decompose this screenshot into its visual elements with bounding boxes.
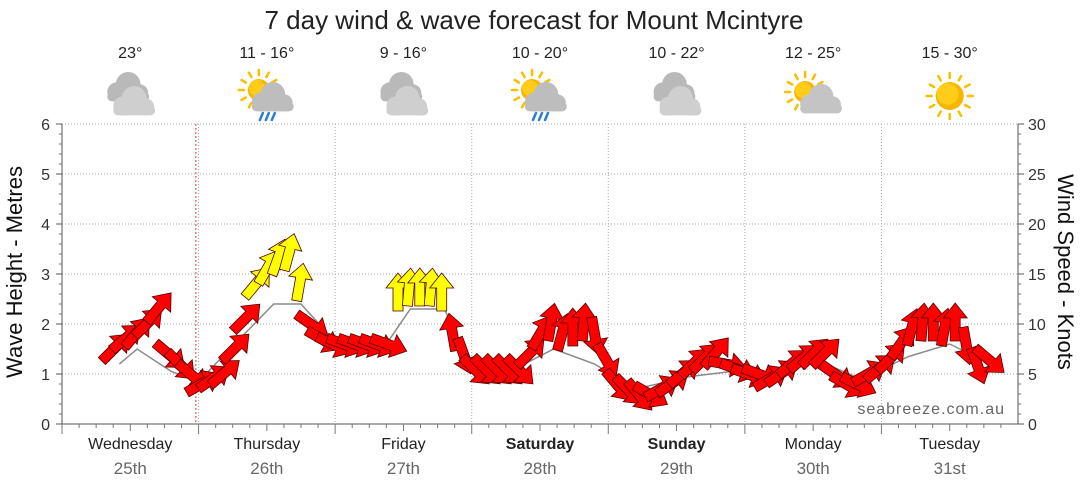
rain-drops [531,111,550,122]
x-date-label: 28th [523,459,556,478]
x-day-label: Saturday [506,436,575,453]
temperature-label: 9 - 16° [380,45,427,62]
wind-arrow [217,333,250,366]
x-date-label: 29th [660,459,693,478]
y-tick-label-left: 2 [41,317,50,334]
sun-icon [925,71,974,121]
y-tick-label-right: 15 [1028,267,1046,284]
y-tick-label-left: 1 [41,367,50,384]
cloud-shape [113,85,156,116]
y-tick-label-left: 5 [41,167,50,184]
cloud-shape [525,81,567,112]
weather-row: 23° 11 - 16° 9 - 16° 10 - 20° 10 - 22° 12 - 2… [107,45,978,122]
wind-arrow [142,292,172,326]
cloud-shape [659,85,702,116]
wind-arrow [228,303,261,336]
y-tick-label-right: 30 [1028,117,1046,134]
sun-cloud-rain-icon [510,68,567,122]
wind-arrow [699,337,729,371]
temperature-label: 23° [118,45,142,62]
temperature-label: 10 - 22° [648,45,704,62]
wind-arrow [428,272,455,312]
temperature-label: 12 - 25° [785,45,841,62]
x-day-label: Sunday [648,436,706,453]
cloudy-icon [107,71,156,116]
y-axis-left-label: Wave Height - Metres [2,166,27,378]
y-tick-label-right: 5 [1028,367,1037,384]
wind-arrow [592,341,620,378]
x-date-label: 25th [114,459,147,478]
cloud-shape [800,83,842,114]
x-day-label: Thursday [234,436,301,453]
x-day-label: Tuesday [919,436,980,453]
cloud-shape [251,81,294,112]
temperature-label: 10 - 20° [512,45,568,62]
wind-arrow [807,338,840,371]
x-date-label: 31st [934,459,966,478]
y-tick-label-right: 0 [1028,417,1037,434]
cloud-shape [386,85,429,116]
y-axis-right-label: Wind Speed - Knots [1053,174,1078,370]
wind-arrow [971,343,1005,373]
temperature-label: 15 - 30° [922,45,978,62]
cloudy-icon [653,71,702,116]
x-day-label: Friday [381,436,425,453]
rain-drops [258,111,277,122]
wind-layer [97,233,1005,411]
watermark: seabreeze.com.au [857,401,1005,418]
sun-shape [925,71,974,121]
wind-arrow [501,352,534,385]
temperature-label: 11 - 16° [239,45,294,62]
sun-cloud-icon [783,70,842,114]
sun-cloud-rain-icon [237,68,294,122]
y-tick-label-left: 0 [41,417,50,434]
x-date-label: 26th [250,459,283,478]
y-tick-label-right: 20 [1028,217,1046,234]
wind-arrow [942,302,969,342]
x-day-label: Wednesday [88,436,172,453]
x-date-label: 27th [387,459,420,478]
x-axis-labels: Wednesday 25th Thursday 26th Friday 27th Satur… [88,436,980,478]
x-day-label: Monday [785,436,842,453]
wind-arrow [287,262,314,303]
wind-arrow [368,332,408,358]
x-date-label: 30th [797,459,830,478]
chart-title: 7 day wind & wave forecast for Mount Mci… [264,5,803,35]
y-tick-label-left: 6 [41,117,50,134]
axes: 0 1 2 3 4 5 6 0 5 10 15 20 25 30 [41,117,1046,434]
y-tick-label-right: 25 [1028,167,1046,184]
y-tick-label-left: 3 [41,267,50,284]
y-tick-label-right: 10 [1028,317,1046,334]
cloudy-icon [380,71,429,116]
wind-arrow [206,360,240,390]
wind-arrow [277,233,303,273]
y-tick-label-left: 4 [41,217,50,234]
